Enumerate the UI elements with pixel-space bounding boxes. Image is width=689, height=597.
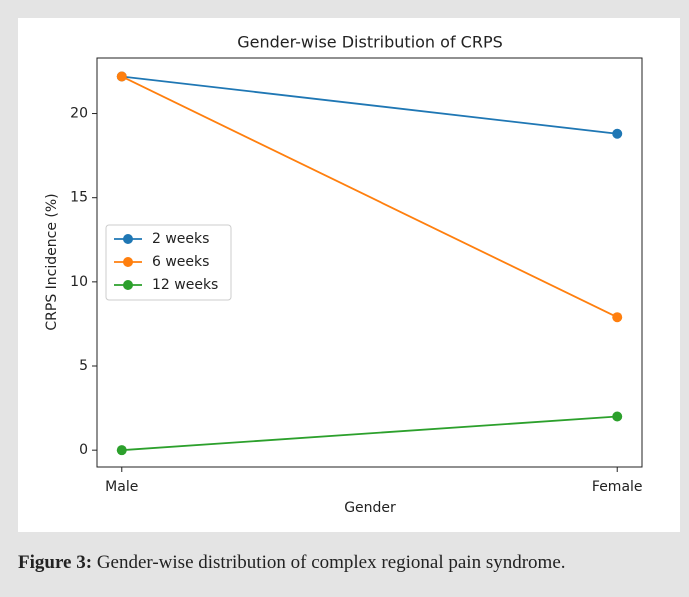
plot-frame — [96, 57, 643, 468]
series-marker — [612, 312, 623, 323]
x-tick-label: Female — [592, 479, 643, 495]
chart: Gender-wise Distribution of CRPS Gender … — [44, 33, 643, 517]
x-axis-label: Gender — [344, 500, 396, 516]
series-marker — [612, 128, 623, 139]
legend-label: 6 weeks — [152, 254, 209, 270]
legend-label: 2 weeks — [152, 231, 209, 247]
caption: Figure 3: Gender-wise distribution of co… — [18, 552, 566, 574]
legend-marker — [123, 234, 133, 244]
y-tick-label: 15 — [70, 190, 88, 206]
chart-title: Gender-wise Distribution of CRPS — [237, 33, 503, 52]
y-tick-label: 20 — [70, 106, 88, 122]
series-marker — [612, 411, 623, 422]
caption-label: Figure 3: — [18, 552, 93, 573]
series-line — [121, 415, 618, 452]
series-marker — [116, 71, 127, 82]
y-axis-label: CRPS Incidence (%) — [44, 193, 60, 330]
series-line — [121, 75, 618, 135]
y-tick-label: 5 — [79, 358, 88, 374]
legend-label: 12 weeks — [152, 277, 218, 293]
series-line — [121, 75, 618, 319]
legend-marker — [123, 280, 133, 290]
legend-box — [105, 224, 232, 301]
series-marker — [116, 445, 127, 456]
x-tick-label: Male — [105, 479, 138, 495]
y-tick-label: 10 — [70, 274, 88, 290]
legend-marker — [123, 257, 133, 267]
y-tick-label: 0 — [79, 442, 88, 458]
caption-text: Gender-wise distribution of complex regi… — [96, 552, 566, 573]
legend: 2 weeks 6 weeks 12 weeks — [105, 224, 232, 301]
